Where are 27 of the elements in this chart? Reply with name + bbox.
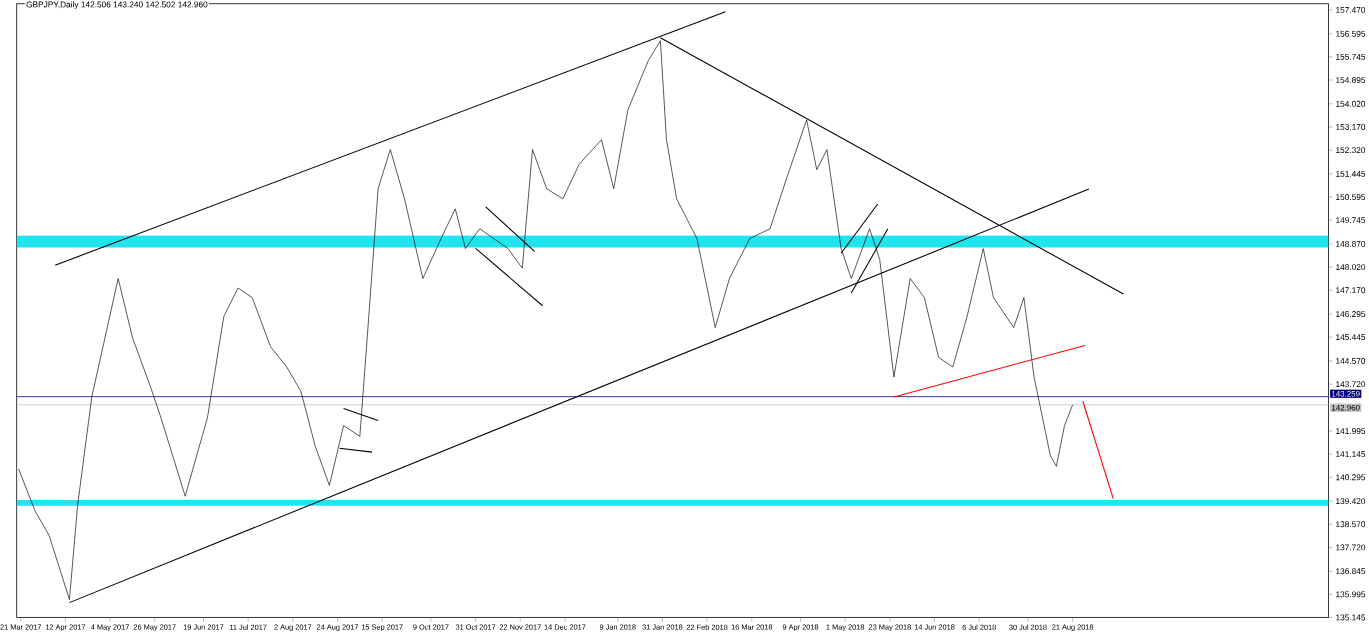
y-tick-label: 153.170 [1336,124,1366,130]
y-tick-label: 156.595 [1336,30,1366,37]
y-tick-label: 157.470 [1336,7,1366,13]
y-tick-label: 137.720 [1336,544,1366,551]
y-tick-label: 151.445 [1336,171,1366,177]
y-tick-label: 148.020 [1336,264,1366,271]
y-tick-label: 147.170 [1336,287,1366,294]
y-tick-label: 148.870 [1336,241,1366,247]
y-tick-label: 136.845 [1336,568,1366,575]
y-tick-label: 145.445 [1336,334,1366,341]
y-tick-label: 154.020 [1336,100,1366,107]
y-tick-label: 139.420 [1336,498,1366,505]
chart-title: GBPJPY,Daily 142.506 143.240 142.502 142.960 [26,1,208,10]
y-tick-label: 141.995 [1336,428,1366,435]
y-tick-label: 150.595 [1336,194,1366,201]
y-tick-label: 143.720 [1336,381,1366,388]
y-tick-label: 135.145 [1336,614,1366,621]
y-tick-label: 146.295 [1336,311,1366,318]
y-tick-label: 155.745 [1336,54,1366,60]
y-tick-label: 149.745 [1336,217,1366,224]
y-tick-label: 152.320 [1336,147,1366,154]
y-tick-label: 154.895 [1336,77,1366,83]
y-tick-label: 140.295 [1336,474,1366,481]
y-tick-label: 141.145 [1336,451,1366,458]
y-tick-label: 144.570 [1336,358,1366,364]
y-tick-label: 138.570 [1336,521,1366,528]
y-tick-label: 135.995 [1336,591,1366,598]
